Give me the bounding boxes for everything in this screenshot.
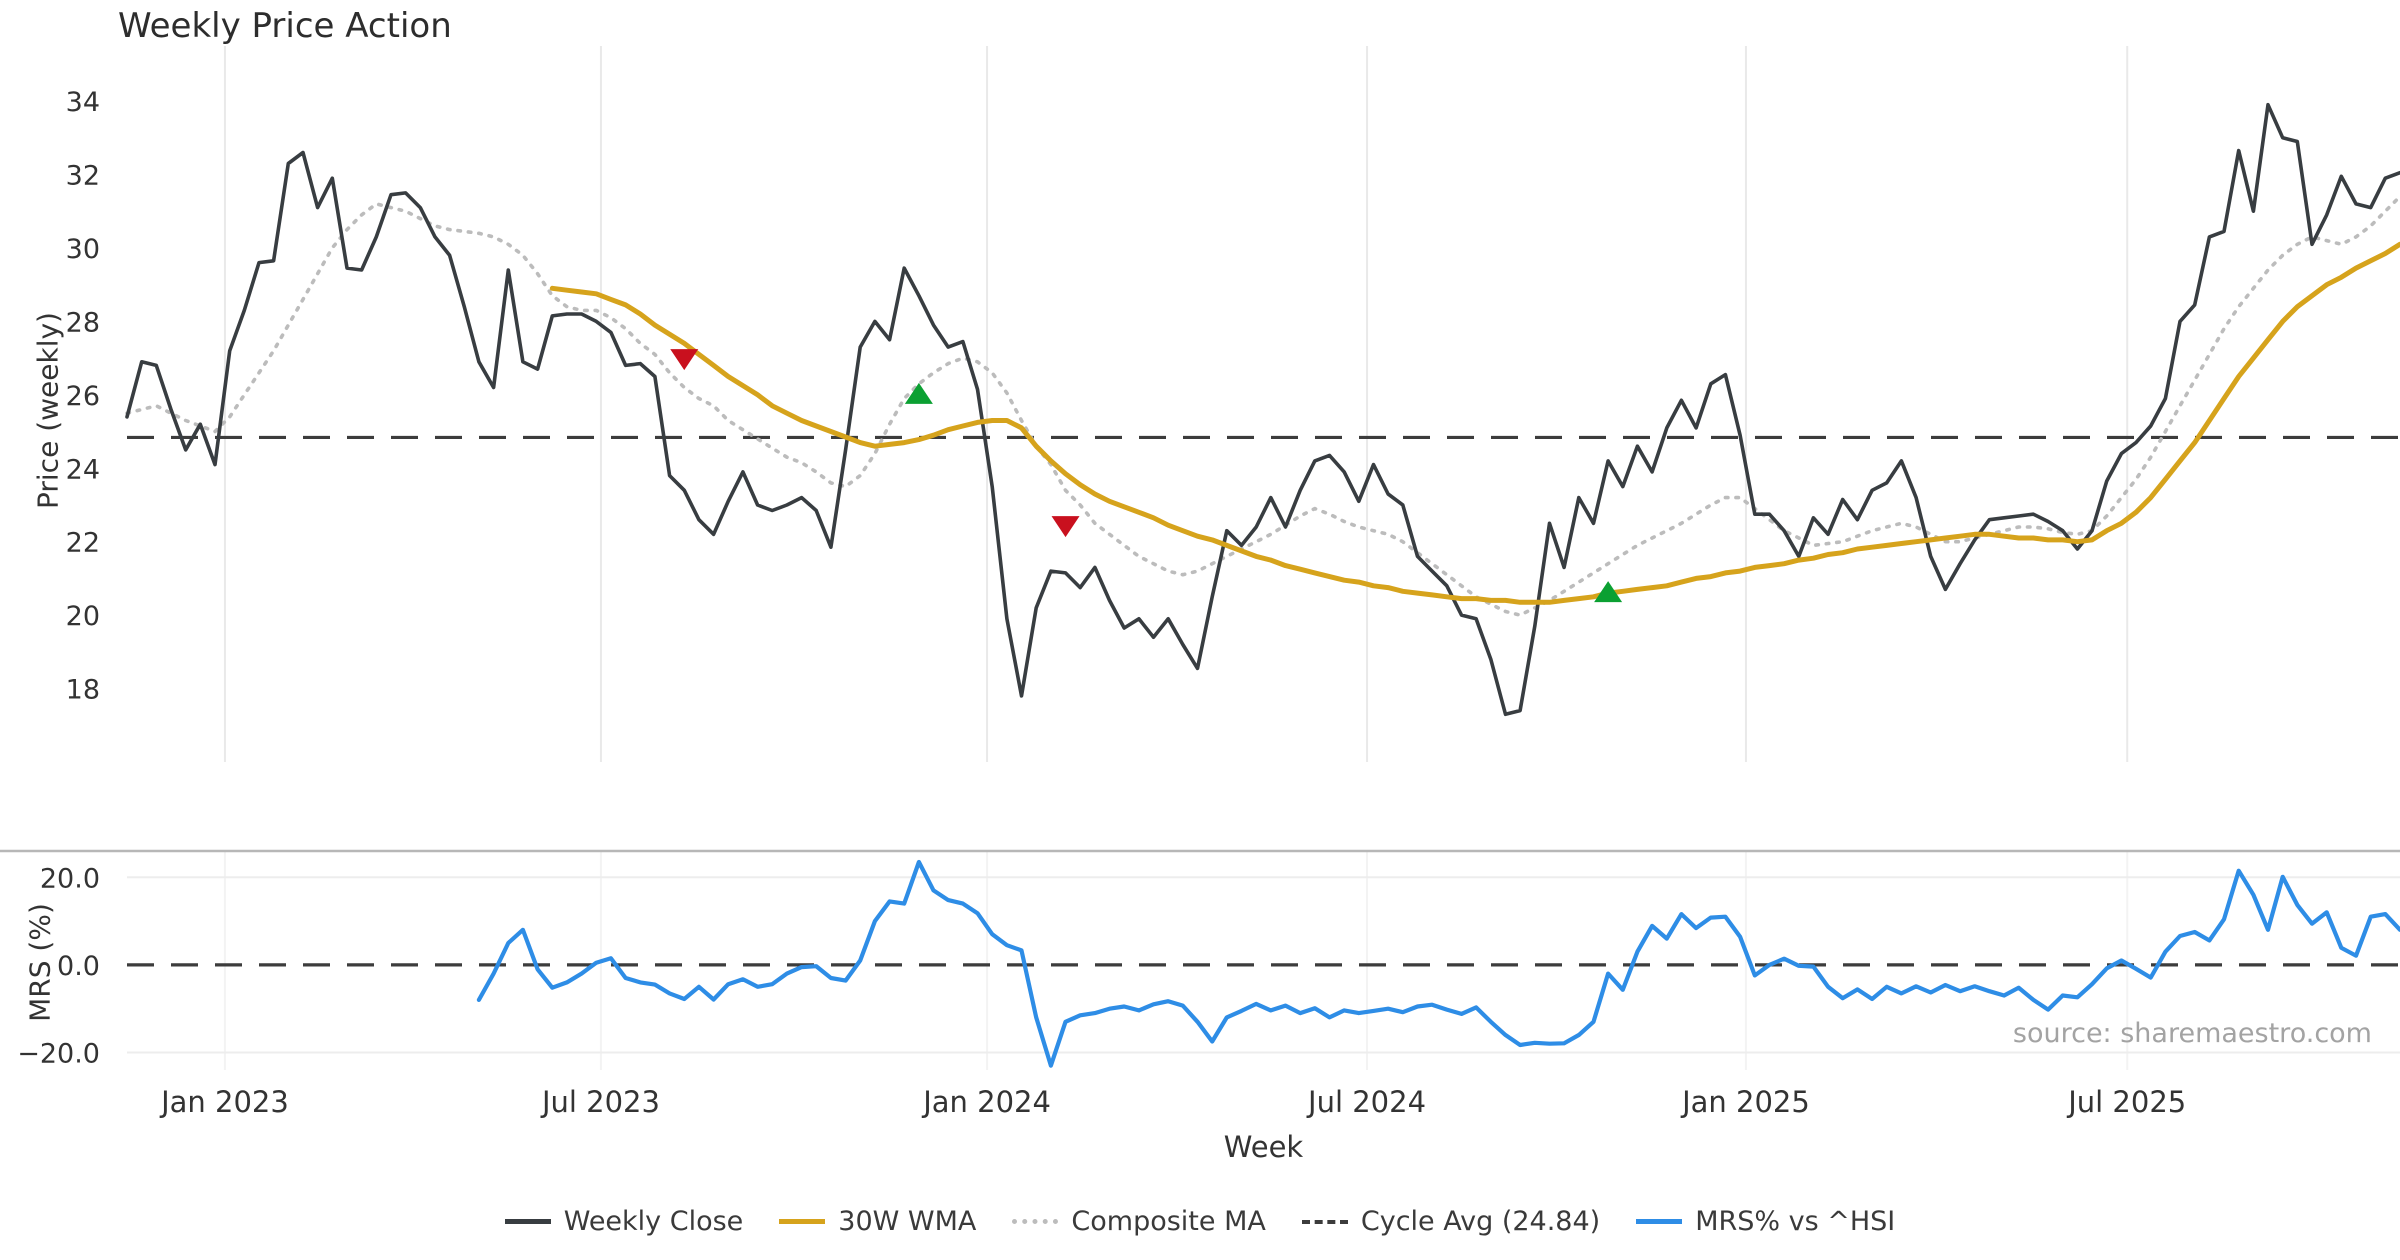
price-tick-label: 30: [66, 234, 100, 265]
sell-marker-icon: [1051, 516, 1080, 538]
price-axis-label: Price (weekly): [31, 312, 65, 509]
x-tick-label: Jul 2025: [2066, 1085, 2186, 1119]
legend-item-cycle-avg: Cycle Avg (24.84): [1301, 1206, 1601, 1237]
chart-legend: Weekly Close 30W WMA Composite MA Cycle …: [0, 1206, 2400, 1237]
sell-marker-icon: [670, 349, 699, 371]
price-tick-label: 28: [66, 307, 100, 338]
series-mrs-vs-hsi: [476, 859, 2400, 1068]
x-tick-label: Jan 2023: [159, 1085, 289, 1119]
composite-swatch-icon: [1012, 1219, 1059, 1224]
mrs-swatch-icon: [1636, 1219, 1683, 1224]
legend-label: 30W WMA: [838, 1206, 977, 1237]
mrs-tick-label: 0.0: [57, 951, 100, 982]
x-tick-label: Jan 2025: [1680, 1085, 1810, 1119]
price-tick-label: 24: [66, 454, 100, 485]
legend-item-wma: 30W WMA: [779, 1206, 976, 1237]
series-30w-wma: [549, 241, 2400, 605]
legend-label: Cycle Avg (24.84): [1360, 1206, 1601, 1237]
price-tick-label: 18: [66, 675, 100, 706]
legend-item-weekly-close: Weekly Close: [504, 1206, 744, 1237]
legend-label: Composite MA: [1071, 1206, 1266, 1237]
legend-item-composite: Composite MA: [1012, 1206, 1266, 1237]
mrs-tick-label: 20.0: [40, 863, 100, 894]
mrs-axis-label: MRS (%): [23, 903, 57, 1022]
page-title: Weekly Price Action: [118, 6, 452, 46]
legend-label: MRS% vs ^HSI: [1695, 1206, 1896, 1237]
price-tick-label: 22: [66, 528, 100, 559]
price-tick-label: 20: [66, 601, 100, 632]
mrs-tick-label: −20.0: [17, 1038, 100, 1069]
x-tick-label: Jul 2024: [1306, 1085, 1426, 1119]
legend-item-mrs: MRS% vs ^HSI: [1636, 1206, 1895, 1237]
series-weekly-close: [125, 102, 2400, 717]
wma-swatch-icon: [779, 1219, 826, 1224]
x-tick-label: Jul 2023: [540, 1085, 660, 1119]
legend-label: Weekly Close: [563, 1206, 744, 1237]
x-tick-label: Jan 2024: [921, 1085, 1051, 1119]
x-axis-label: Week: [1223, 1130, 1304, 1164]
buy-marker-icon: [904, 382, 933, 404]
cycle-avg-swatch-icon: [1301, 1219, 1348, 1224]
price-tick-label: 26: [66, 381, 100, 412]
price-tick-label: 32: [66, 161, 100, 192]
buy-marker-icon: [1594, 581, 1623, 603]
price-tick-label: 34: [66, 87, 100, 118]
weekly-close-swatch-icon: [504, 1219, 551, 1224]
series-composite-ma: [125, 194, 2400, 617]
source-watermark: source: sharemaestro.com: [2012, 1018, 2372, 1049]
